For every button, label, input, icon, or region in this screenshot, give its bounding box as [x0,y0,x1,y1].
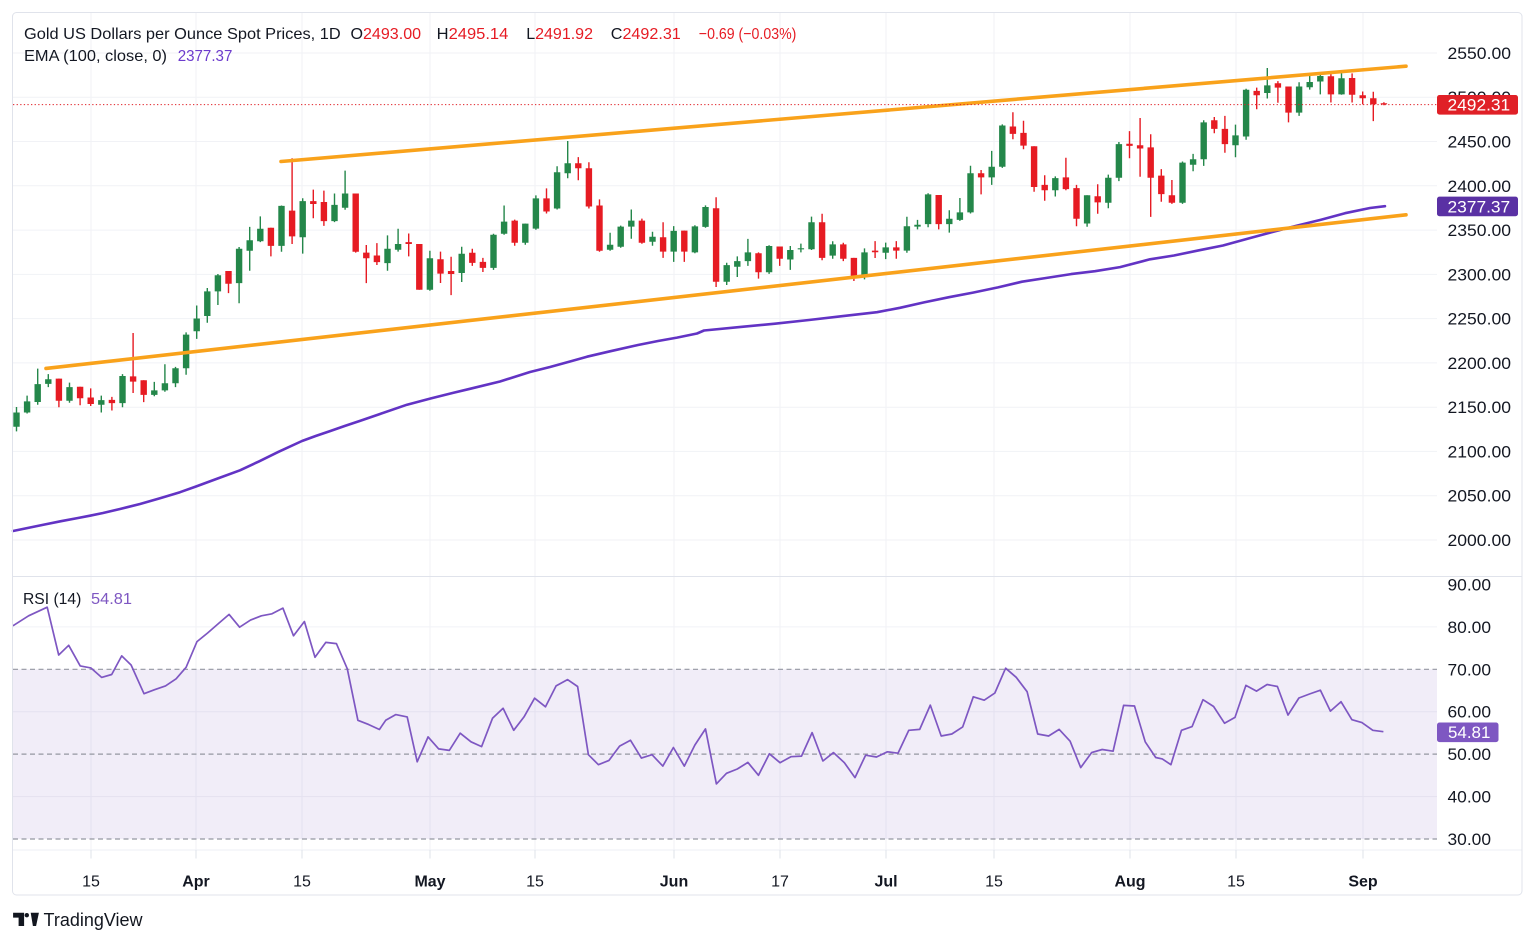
svg-text:15: 15 [1227,874,1245,891]
svg-text:2450.00: 2450.00 [1448,133,1512,152]
svg-text:54.81: 54.81 [91,591,132,608]
svg-text:40.00: 40.00 [1448,788,1492,807]
svg-text:15: 15 [293,874,311,891]
svg-text:60.00: 60.00 [1448,703,1492,722]
svg-text:2250.00: 2250.00 [1448,310,1512,329]
svg-text:Gold US Dollars per Ounce Spot: Gold US Dollars per Ounce Spot Prices, 1… [24,26,341,43]
svg-text:17: 17 [771,874,789,891]
svg-text:RSI (14): RSI (14) [23,591,81,608]
svg-text:May: May [414,874,445,891]
svg-text:H2495.14: H2495.14 [437,26,509,43]
svg-text:2377.37: 2377.37 [1448,197,1511,216]
svg-text:2400.00: 2400.00 [1448,177,1512,196]
svg-text:70.00: 70.00 [1448,660,1492,679]
svg-text:2350.00: 2350.00 [1448,221,1512,240]
svg-text:54.81: 54.81 [1448,723,1490,742]
svg-text:90.00: 90.00 [1448,575,1492,594]
svg-text:2377.37: 2377.37 [178,48,233,65]
svg-text:TradingView: TradingView [44,910,144,930]
svg-text:30.00: 30.00 [1448,830,1492,849]
svg-text:O2493.00: O2493.00 [351,26,422,43]
svg-text:Jul: Jul [874,874,897,891]
svg-text:2200.00: 2200.00 [1448,354,1512,373]
svg-text:2150.00: 2150.00 [1448,398,1512,417]
svg-text:Jun: Jun [660,874,688,891]
svg-text:2100.00: 2100.00 [1448,442,1512,461]
svg-text:2300.00: 2300.00 [1448,265,1512,284]
svg-text:2550.00: 2550.00 [1448,44,1512,63]
svg-text:2000.00: 2000.00 [1448,531,1512,550]
svg-text:50.00: 50.00 [1448,745,1492,764]
svg-text:15: 15 [82,874,100,891]
svg-text:C2492.31: C2492.31 [611,26,681,43]
svg-text:EMA (100, close, 0): EMA (100, close, 0) [24,48,167,65]
svg-text:15: 15 [526,874,544,891]
svg-text:Apr: Apr [182,874,210,891]
svg-text:Aug: Aug [1114,874,1145,891]
svg-text:L2491.92: L2491.92 [526,26,593,43]
svg-text:−0.69 (−0.03%): −0.69 (−0.03%) [699,26,797,43]
svg-text:Sep: Sep [1348,874,1378,891]
svg-text:80.00: 80.00 [1448,618,1492,637]
svg-text:15: 15 [985,874,1003,891]
svg-text:2050.00: 2050.00 [1448,487,1512,506]
svg-text:2492.31: 2492.31 [1448,96,1511,115]
